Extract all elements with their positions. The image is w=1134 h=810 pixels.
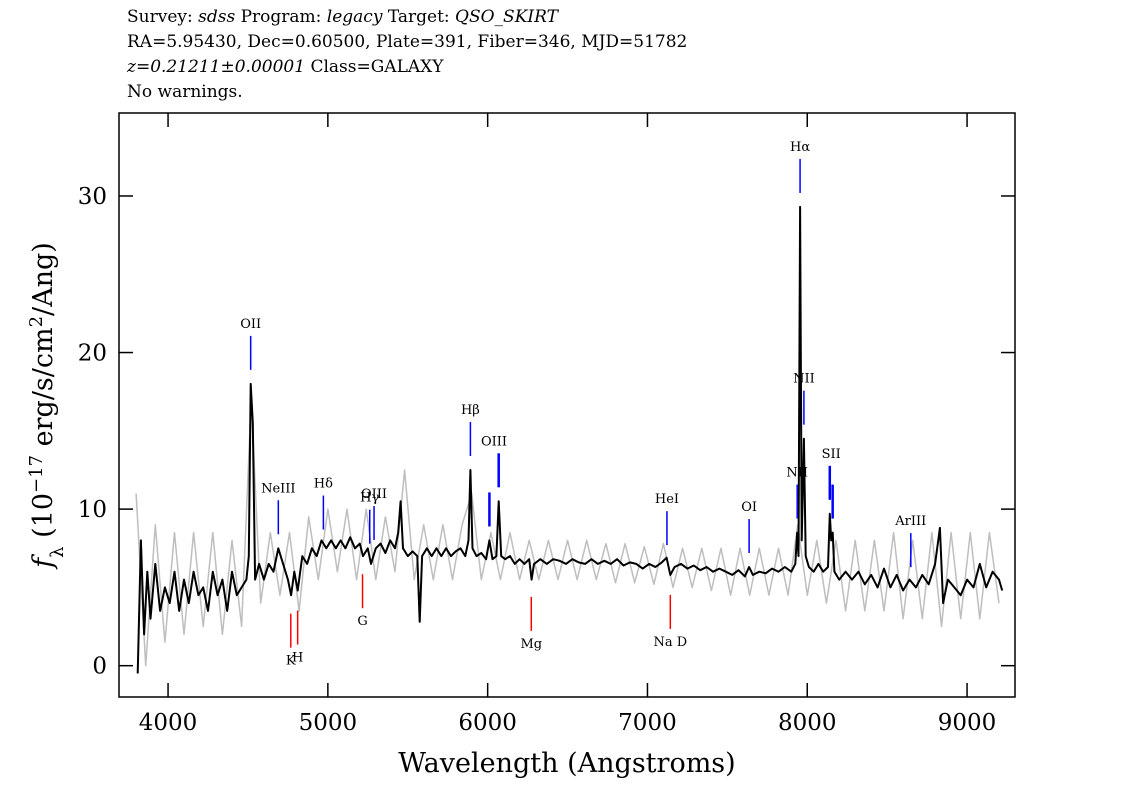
y-axis-label-part: erg/s/cm: [28, 327, 59, 455]
x-tick-label: 8000: [778, 710, 837, 736]
line-label: OIII: [361, 487, 387, 502]
line-label: G: [357, 614, 367, 629]
line-label: H: [292, 651, 303, 666]
line-label: Hβ: [461, 403, 480, 418]
header-text: Target:: [382, 7, 455, 27]
line-label: HeI: [655, 492, 679, 507]
line-label: Hγ: [360, 491, 379, 506]
line-label: K: [286, 654, 296, 669]
line-label: Na D: [653, 635, 687, 650]
spectrum-line: [135, 398, 1000, 667]
header-text: RA=5.95430, Dec=0.60500, Plate=391, Fibe…: [127, 32, 687, 52]
line-label: Hδ: [314, 477, 333, 492]
y-tick-label: 30: [78, 184, 107, 210]
y-axis-label-part: (10: [28, 493, 59, 546]
line-label: NII: [793, 372, 815, 387]
header-line: No warnings.: [127, 82, 243, 102]
x-tick-label: 5000: [299, 710, 358, 736]
y-tick-label: 20: [78, 341, 107, 367]
line-label: SII: [822, 447, 841, 462]
line-label: NII: [786, 466, 808, 481]
x-tick-label: 4000: [139, 710, 198, 736]
header-text: sdss: [198, 7, 235, 27]
x-tick-label: 7000: [618, 710, 677, 736]
y-axis-label-part: −17: [26, 455, 47, 493]
y-axis-label-part: /Ang): [28, 242, 59, 316]
y-axis-label-part: f: [28, 554, 59, 570]
header-text: QSO_SKIRT: [455, 7, 560, 27]
x-axis-label: Wavelength (Angstroms): [398, 748, 735, 779]
header-text: No warnings.: [127, 82, 243, 102]
line-label: OII: [240, 317, 261, 332]
line-label: Hα: [790, 140, 810, 155]
header-text: Class=GALAXY: [305, 57, 444, 77]
y-axis-label: fλ (10−17 erg/s/cm2/Ang): [26, 242, 68, 570]
header-text: Survey:: [127, 7, 198, 27]
line-label: Mg: [520, 637, 542, 652]
line-label: OI: [741, 500, 757, 515]
y-axis-label-part: 2: [26, 316, 47, 327]
line-label: ArIII: [894, 514, 926, 529]
header-text: Program:: [235, 7, 327, 27]
plot-frame: [118, 112, 1016, 698]
y-axis-label-part: λ: [47, 546, 68, 557]
x-tick-label: 9000: [938, 710, 997, 736]
spectrum-line: [136, 205, 1004, 674]
line-label: NeIII: [261, 481, 295, 496]
line-label: OIII: [481, 434, 507, 449]
header-text: legacy: [327, 7, 383, 27]
x-tick-label: 6000: [458, 710, 517, 736]
y-tick-label: 0: [92, 654, 107, 680]
header-line: Survey: sdss Program: legacy Target: QSO…: [127, 7, 560, 27]
y-tick-label: 10: [78, 497, 107, 523]
plot-area: [135, 205, 1004, 674]
header-line: z=0.21211±0.00001 Class=GALAXY: [126, 57, 444, 77]
header-text: z=0.21211±0.00001: [126, 57, 305, 77]
header-line: RA=5.95430, Dec=0.60500, Plate=391, Fibe…: [127, 32, 687, 52]
